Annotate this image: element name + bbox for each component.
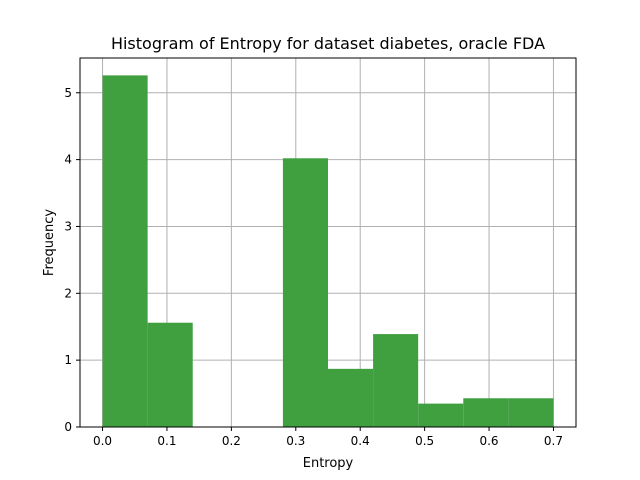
y-tick-label: 3 bbox=[64, 219, 72, 233]
x-tick-label: 0.6 bbox=[479, 434, 498, 448]
plot-frame bbox=[79, 57, 577, 428]
histogram-bars bbox=[102, 75, 554, 428]
x-tick-label: 0.5 bbox=[415, 434, 434, 448]
y-axis-ticks: 0 1 2 3 4 5 bbox=[64, 86, 80, 434]
y-axis-label: Frequency bbox=[42, 209, 57, 276]
y-tick-label: 1 bbox=[64, 353, 72, 367]
histogram-bar bbox=[418, 403, 464, 427]
x-tick-label: 0.3 bbox=[286, 434, 305, 448]
y-tick-label: 4 bbox=[64, 153, 72, 167]
chart-title: Histogram of Entropy for dataset diabete… bbox=[111, 34, 545, 53]
x-axis-ticks: 0.0 0.1 0.2 0.3 0.4 0.5 0.6 0.7 bbox=[93, 427, 563, 448]
histogram-bar bbox=[508, 398, 554, 427]
histogram-bar bbox=[147, 322, 193, 427]
x-tick-label: 0.0 bbox=[93, 434, 112, 448]
x-tick-label: 0.1 bbox=[157, 434, 176, 448]
x-tick-label: 0.4 bbox=[351, 434, 370, 448]
y-tick-label: 2 bbox=[64, 286, 72, 300]
histogram-bar bbox=[282, 158, 328, 428]
histogram-bar bbox=[373, 334, 419, 427]
x-tick-label: 0.2 bbox=[222, 434, 241, 448]
histogram-bar bbox=[463, 398, 509, 427]
x-axis-label: Entropy bbox=[303, 456, 354, 471]
x-tick-label: 0.7 bbox=[544, 434, 563, 448]
y-tick-label: 0 bbox=[64, 420, 72, 434]
histogram-bar bbox=[102, 75, 148, 427]
histogram-bar bbox=[328, 368, 374, 427]
y-tick-label: 5 bbox=[64, 86, 72, 100]
